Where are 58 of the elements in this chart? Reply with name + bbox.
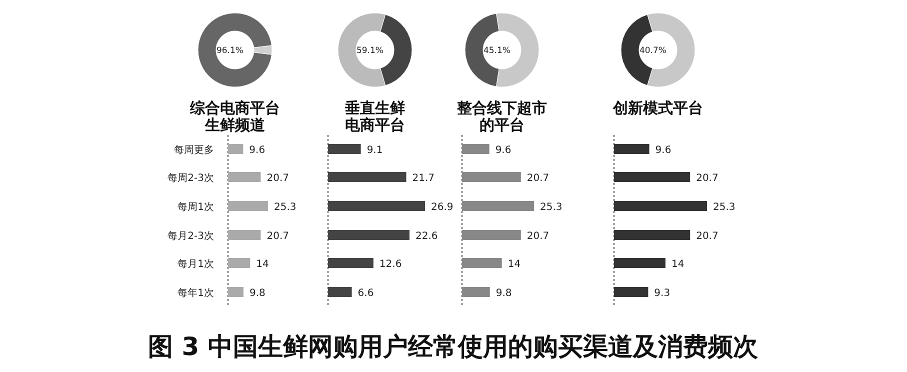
data-label: 25.3: [274, 202, 296, 213]
text: 创新模式平台: [612, 99, 703, 117]
bar: [462, 230, 521, 240]
data-label: 26.9: [431, 202, 454, 213]
y-tick-label: 每年1次: [178, 287, 214, 299]
bar: [614, 287, 648, 297]
data-label: 25.3: [713, 202, 736, 213]
data-label: 40.7%: [639, 46, 667, 56]
data-label: 12.6: [379, 259, 402, 270]
bar: [228, 172, 261, 182]
bar: [228, 230, 261, 240]
y-tick-label: 每月2-3次: [168, 230, 214, 242]
data-label: 9.8: [496, 288, 512, 299]
bar: [614, 230, 690, 240]
data-label: 14: [671, 259, 684, 270]
bar: [228, 144, 244, 154]
data-label: 22.6: [415, 231, 438, 242]
y-tick-label: 每月1次: [178, 258, 214, 270]
data-label: 20.7: [526, 231, 550, 242]
data-label: 20.7: [696, 231, 718, 242]
data-label: 25.3: [540, 202, 562, 213]
data-label: 20.7: [266, 231, 289, 242]
y-tick-label: 每周2-3次: [168, 172, 214, 184]
bar: [462, 201, 534, 211]
text: 垂直生鲜电商平台: [344, 99, 405, 134]
data-label: 20.7: [696, 173, 718, 184]
bar: [462, 258, 502, 268]
data-label: 9.6: [249, 145, 266, 156]
text: 综合电商平台生鲜频道: [189, 99, 280, 134]
data-label: 9.3: [654, 288, 670, 299]
bar: [614, 258, 666, 268]
data-label: 9.8: [249, 288, 266, 299]
data-label: 9.6: [655, 145, 672, 156]
bar: [228, 201, 268, 211]
data-label: 14: [256, 259, 269, 270]
data-label: 21.7: [412, 173, 435, 184]
data-label: 6.6: [358, 288, 374, 299]
data-label: 9.6: [495, 145, 512, 156]
data-label: 14: [508, 259, 521, 270]
data-label: 20.7: [266, 173, 289, 184]
caption: 图 3 中国生鲜网购用户经常使用的购买渠道及消费频次: [148, 332, 759, 361]
text: 整合线下超市的平台: [456, 99, 547, 134]
bar: [614, 201, 707, 211]
y-tick-label: 每周更多: [174, 144, 214, 156]
data-label: 20.7: [526, 173, 550, 184]
bar: [462, 144, 490, 154]
data-label: 9.1: [366, 145, 383, 156]
bar: [228, 287, 244, 297]
data-label: 45.1%: [483, 46, 511, 56]
data-label: 96.1%: [216, 46, 244, 56]
data-label: 59.1%: [356, 46, 384, 56]
donut-slice: [198, 12, 272, 88]
bar: [614, 144, 650, 154]
y-tick-label: 每周1次: [178, 201, 214, 213]
bar: [462, 287, 490, 297]
bar: [228, 258, 250, 268]
bar: [614, 172, 690, 182]
bar: [462, 172, 521, 182]
